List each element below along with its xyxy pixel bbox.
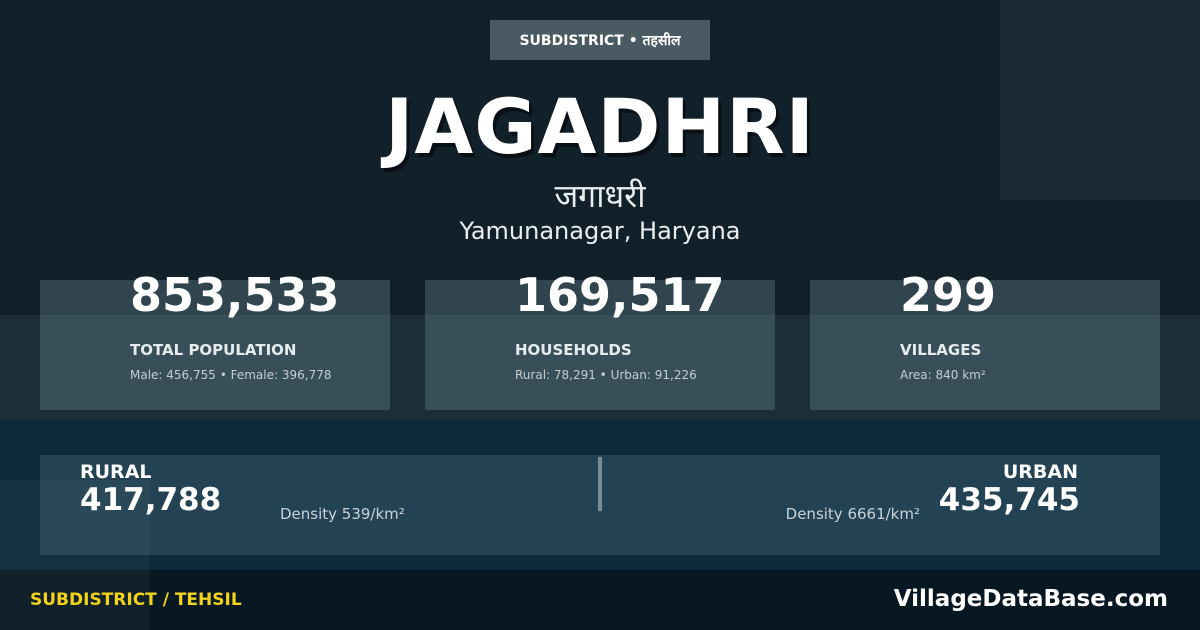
decorative-square — [1000, 0, 1200, 200]
stat-label: TOTAL POPULATION — [130, 341, 297, 359]
rural-label: RURAL — [80, 461, 152, 483]
site-logo: VillageDataBase.com — [893, 586, 1168, 612]
stat-value: 853,533 — [130, 268, 340, 322]
stat-sub: Rural: 78,291 • Urban: 91,226 — [515, 368, 697, 382]
divider — [598, 457, 602, 511]
stat-sub: Male: 456,755 • Female: 396,778 — [130, 368, 332, 382]
stat-value: 169,517 — [515, 268, 725, 322]
stat-label: VILLAGES — [900, 341, 982, 359]
background-band — [0, 315, 1200, 420]
page-title: JAGADHRI — [385, 82, 815, 171]
type-badge: SUBDISTRICT • तहसील — [490, 20, 710, 60]
location: Yamunanagar, Haryana — [459, 217, 741, 245]
footer-bar — [0, 570, 1200, 630]
urban-density: Density 6661/km² — [785, 505, 920, 523]
hindi-name: जगाधरी — [554, 177, 646, 215]
urban-value: 435,745 — [938, 482, 1080, 518]
stat-card-villages: 299 VILLAGES Area: 840 km² — [810, 268, 1160, 410]
rural-value: 417,788 — [80, 482, 222, 518]
stat-value: 299 — [900, 268, 997, 322]
rural-urban-panel: RURAL 417,788 Density 539/km² Density 66… — [40, 455, 1160, 555]
rural-density: Density 539/km² — [280, 505, 405, 523]
stat-sub: Area: 840 km² — [900, 368, 986, 382]
urban-label: URBAN — [1002, 461, 1078, 483]
stat-card-households: 169,517 HOUSEHOLDS Rural: 78,291 • Urban… — [425, 268, 775, 410]
stat-card-population: 853,533 TOTAL POPULATION Male: 456,755 •… — [40, 268, 390, 410]
footer-type: SUBDISTRICT / TEHSIL — [30, 590, 242, 610]
decorative-square — [0, 480, 150, 630]
stat-label: HOUSEHOLDS — [515, 341, 632, 359]
